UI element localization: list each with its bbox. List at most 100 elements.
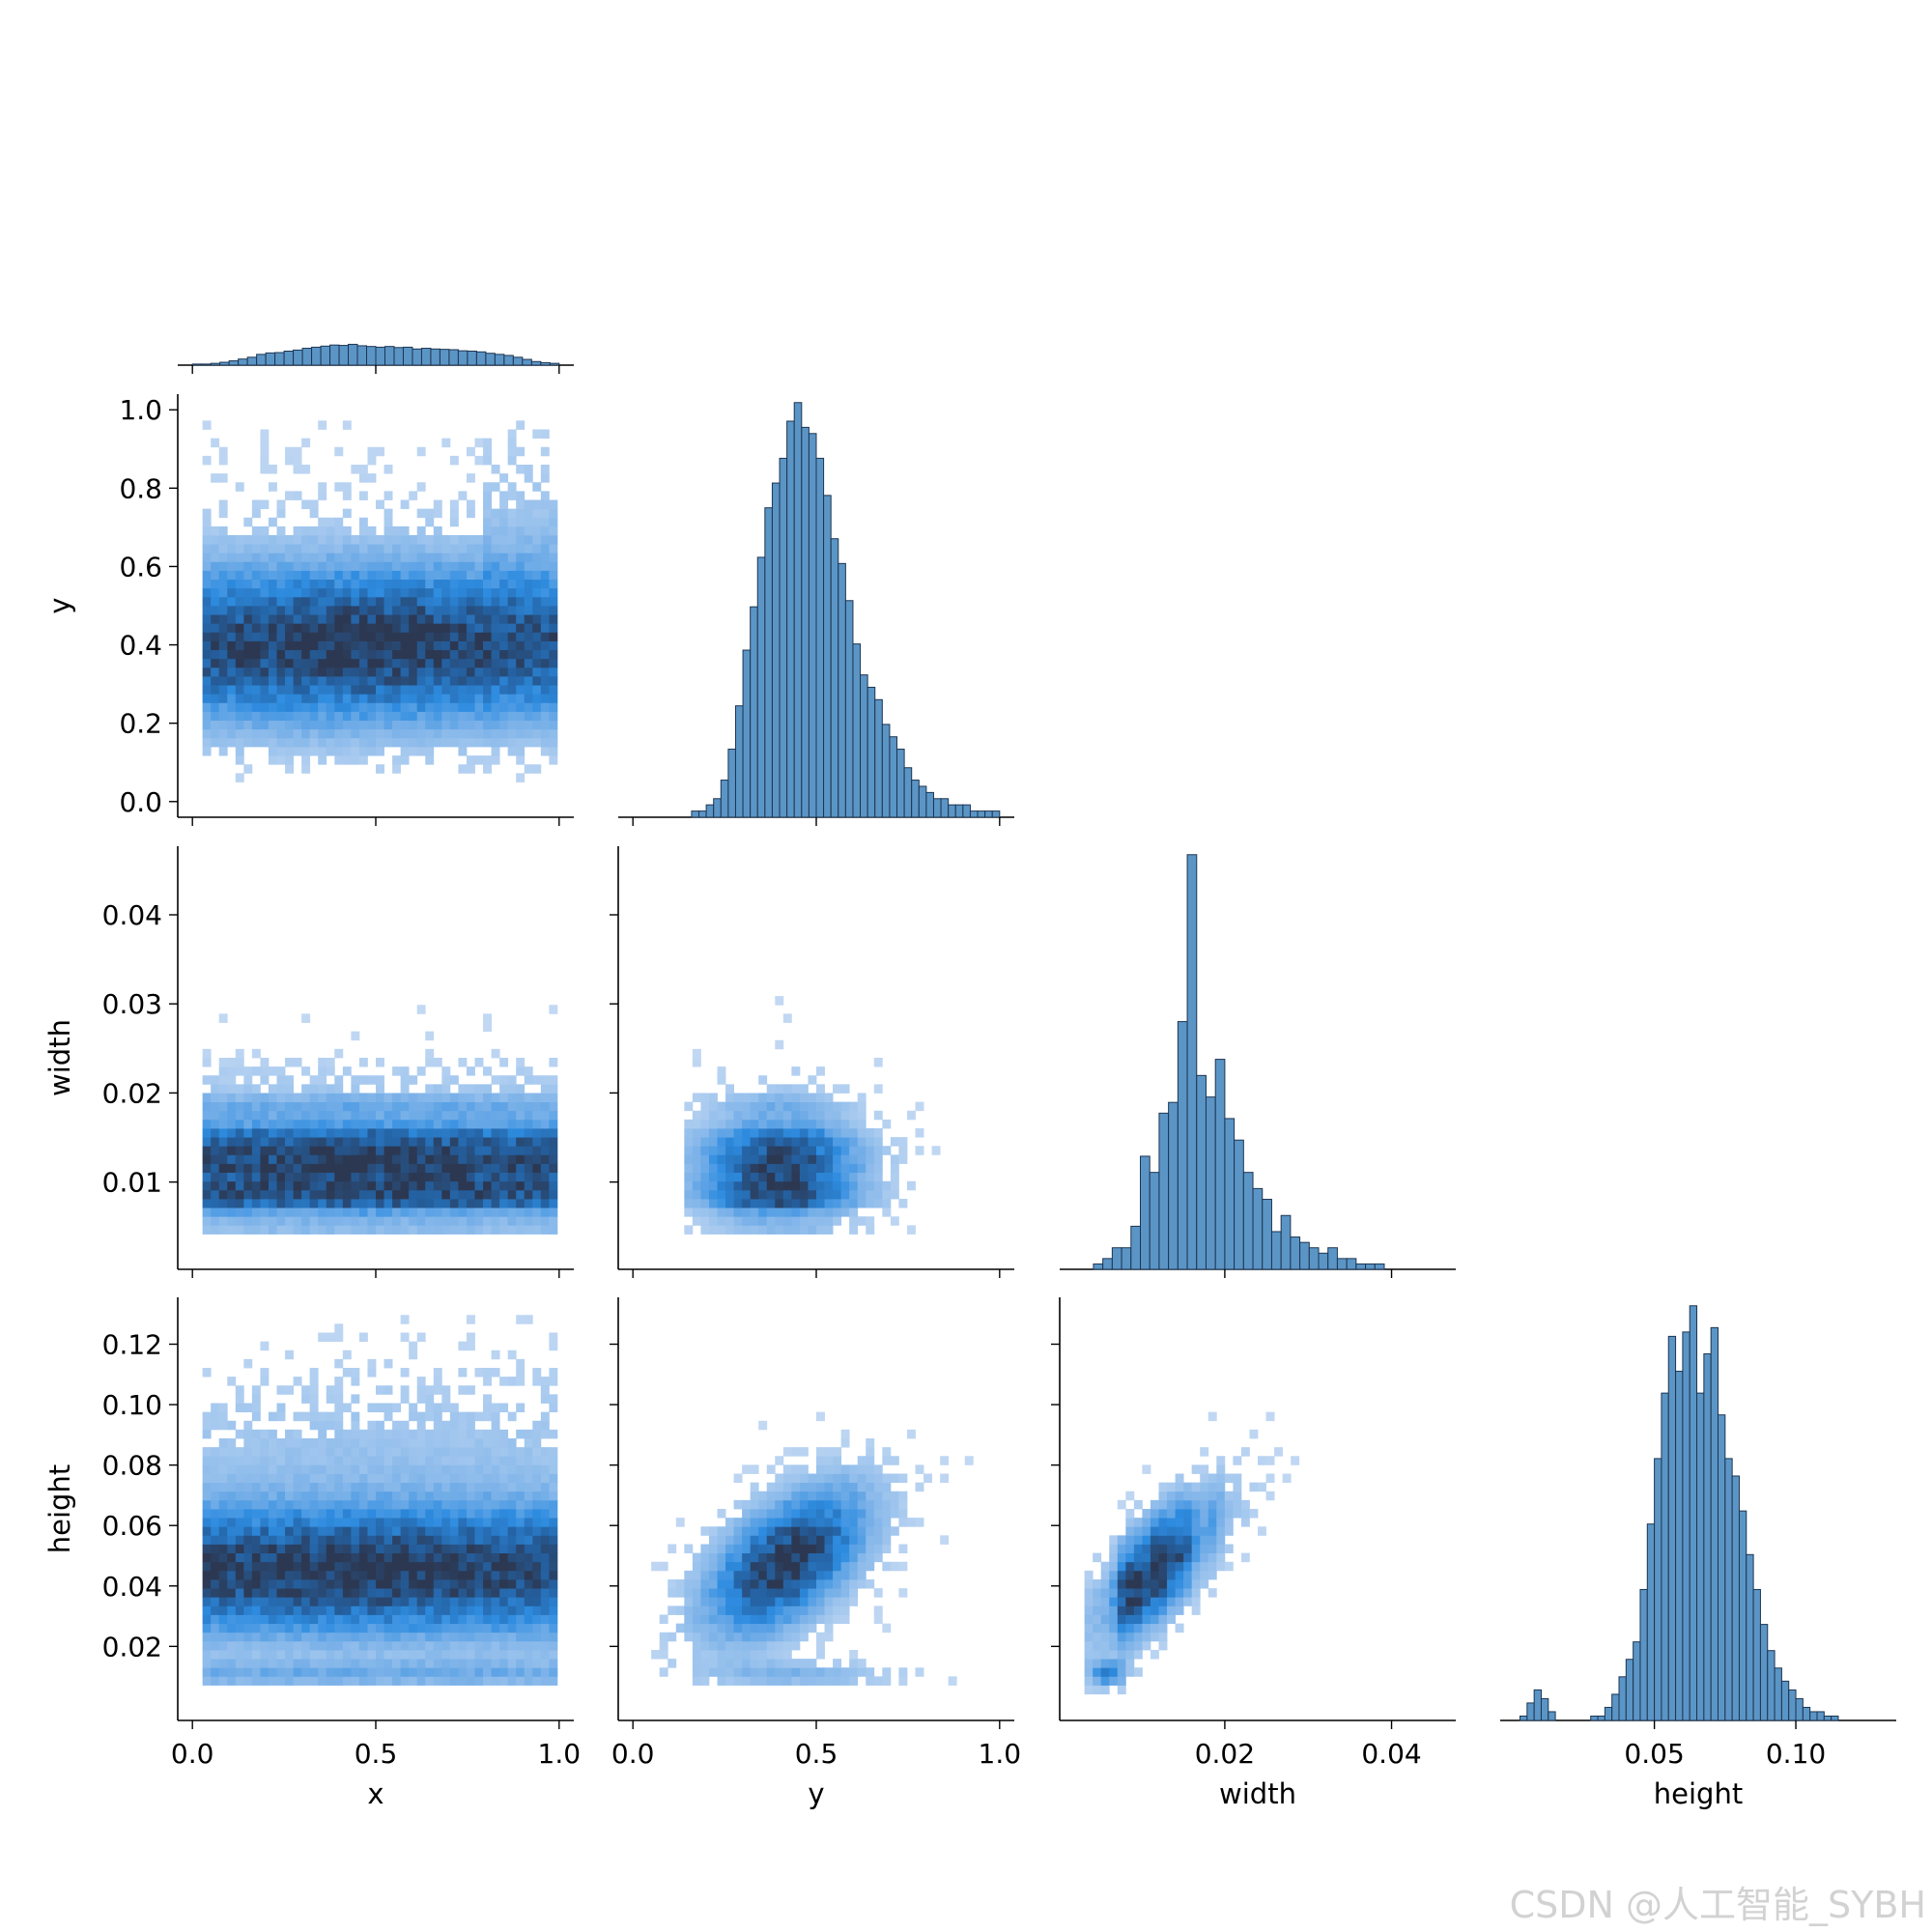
heatmap-cell [540, 737, 550, 748]
histogram-bar [1102, 1258, 1113, 1270]
heatmap-cell [293, 676, 302, 686]
heatmap-cell [1167, 1518, 1176, 1527]
heatmap-cell [1150, 1597, 1159, 1606]
heatmap-cell [351, 1225, 360, 1235]
heatmap-cell [549, 614, 558, 624]
heatmap-cell [218, 702, 228, 712]
heatmap-cell [549, 694, 558, 703]
heatmap-cell [816, 1208, 825, 1217]
heatmap-cell [491, 1411, 500, 1422]
heatmap-cell [507, 526, 517, 536]
heatmap-cell [906, 1429, 916, 1439]
heatmap-cell [507, 1561, 517, 1572]
heatmap-cell [483, 1456, 492, 1465]
heatmap-cell [524, 1199, 533, 1208]
heatmap-cell [507, 570, 517, 581]
heatmap-cell [466, 1084, 475, 1094]
heatmap-cell [708, 1659, 718, 1668]
heatmap-cell [1200, 1526, 1209, 1536]
heatmap-cell [1133, 1667, 1143, 1677]
heatmap-cell [367, 446, 377, 457]
heatmap-cell [540, 720, 550, 730]
heatmap-cell [318, 614, 327, 624]
heatmap-cell [499, 1526, 509, 1536]
heatmap-cell [524, 517, 533, 527]
heatmap-cell [392, 1189, 402, 1200]
heatmap-cell [285, 1172, 294, 1182]
heatmap-cell [516, 1189, 526, 1200]
heatmap-cell [1109, 1597, 1119, 1606]
heatmap-cell [425, 1199, 435, 1208]
histogram-bar [1526, 1702, 1535, 1721]
heatmap-cell [507, 1447, 517, 1457]
heatmap-cell [235, 1588, 244, 1598]
heatmap-cell [293, 614, 302, 624]
heatmap-cell [301, 1101, 311, 1112]
heatmap-cell [260, 1482, 270, 1492]
heatmap-cell [392, 1464, 402, 1474]
heatmap-cell [367, 1137, 377, 1147]
heatmap-cell [766, 1526, 776, 1536]
heatmap-cell [483, 1650, 492, 1660]
heatmap-cell [507, 1676, 517, 1686]
heatmap-cell [750, 1640, 759, 1651]
heatmap-cell [840, 1667, 850, 1677]
heatmap-cell [1142, 1570, 1151, 1580]
heatmap-cell [1125, 1667, 1135, 1677]
histogram-bar [881, 724, 891, 818]
heatmap-cell [433, 1561, 442, 1572]
heatmap-cell [251, 1066, 261, 1076]
heatmap-cell [507, 1101, 517, 1112]
heatmap-cell [318, 1075, 327, 1085]
heatmap-cell [458, 1579, 468, 1589]
heatmap-cell [260, 1518, 270, 1527]
heatmap-cell [742, 1216, 752, 1226]
heatmap-cell [243, 1570, 253, 1580]
heatmap-cell [218, 587, 228, 598]
heatmap-cell [791, 1154, 801, 1164]
heatmap-cell [775, 1491, 784, 1501]
heatmap-cell [840, 1570, 850, 1580]
heatmap-cell [449, 1614, 459, 1625]
heatmap-cell [276, 1509, 286, 1519]
heatmap-cell [227, 632, 237, 641]
heatmap-cell [285, 1473, 294, 1484]
heatmap-cell [483, 499, 492, 510]
heatmap-cell [458, 1429, 468, 1439]
heatmap-cell [491, 1561, 500, 1572]
heatmap-cell [227, 623, 237, 633]
heatmap-cell [1117, 1561, 1126, 1572]
heatmap-cell [717, 1676, 726, 1686]
heatmap-cell [1200, 1561, 1209, 1572]
heatmap-cell [474, 1101, 484, 1112]
heatmap-cell [458, 728, 468, 739]
heatmap-cell [334, 1429, 344, 1439]
heatmap-cell [684, 1614, 694, 1625]
heatmap-cell [276, 649, 286, 660]
heatmap-cell [211, 1544, 220, 1554]
heatmap-cell [808, 1526, 817, 1536]
heatmap-cell [1133, 1526, 1143, 1536]
heatmap-cell [441, 1154, 451, 1164]
heatmap-cell [334, 1659, 344, 1668]
heatmap-cell [491, 1526, 500, 1536]
heatmap-cell [540, 1093, 550, 1103]
heatmap-cell [251, 1509, 261, 1519]
heatmap-cell [1150, 1509, 1159, 1519]
heatmap-cell [491, 1491, 500, 1501]
heatmap-cell [866, 1216, 875, 1226]
heatmap-cell [1240, 1509, 1250, 1519]
heatmap-cell [342, 1154, 352, 1164]
heatmap-cell [507, 535, 517, 545]
heatmap-cell [466, 579, 475, 589]
heatmap-cell [799, 1172, 809, 1182]
histogram-bar [301, 348, 313, 366]
heatmap-cell [433, 720, 442, 730]
heatmap-cell [218, 1659, 228, 1668]
heatmap-cell [849, 1535, 859, 1545]
heatmap-cell [516, 1315, 526, 1324]
heatmap-cell [733, 1597, 743, 1606]
heatmap-cell [458, 1101, 468, 1112]
heatmap-cell [276, 755, 286, 765]
heatmap-cell [211, 737, 220, 748]
